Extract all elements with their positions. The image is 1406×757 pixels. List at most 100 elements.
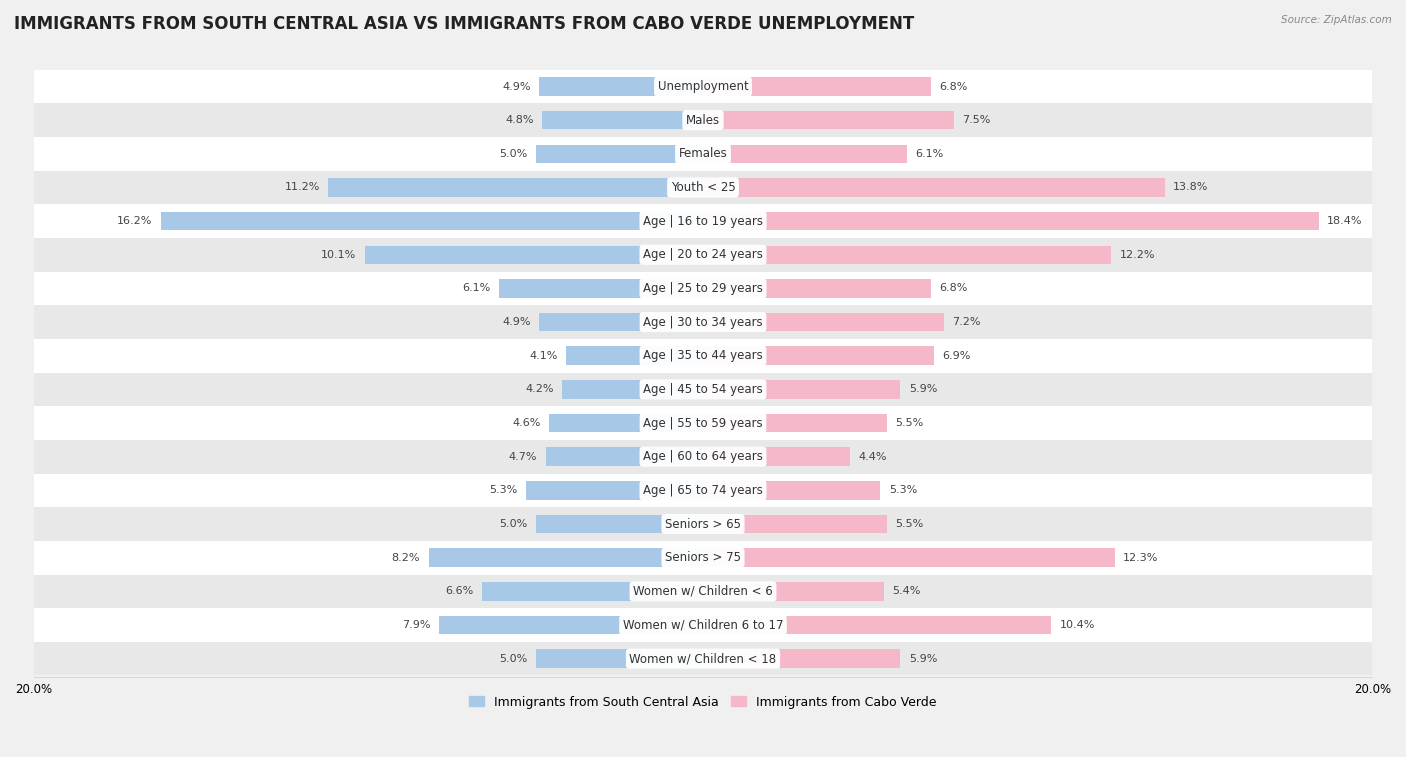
Bar <box>703 582 884 600</box>
Text: 4.9%: 4.9% <box>502 82 530 92</box>
Bar <box>429 548 703 567</box>
Text: 10.4%: 10.4% <box>1060 620 1095 630</box>
Text: 12.3%: 12.3% <box>1123 553 1159 562</box>
Bar <box>34 305 1372 339</box>
Bar <box>703 111 955 129</box>
Text: 5.3%: 5.3% <box>489 485 517 495</box>
Text: 5.4%: 5.4% <box>893 587 921 597</box>
Bar <box>34 507 1372 540</box>
Bar <box>703 447 851 466</box>
Bar <box>34 575 1372 608</box>
Bar <box>499 279 703 298</box>
Bar <box>562 380 703 399</box>
Text: Women w/ Children < 18: Women w/ Children < 18 <box>630 653 776 665</box>
Bar <box>703 313 943 332</box>
Bar <box>536 145 703 163</box>
Bar <box>703 548 1115 567</box>
Legend: Immigrants from South Central Asia, Immigrants from Cabo Verde: Immigrants from South Central Asia, Immi… <box>464 690 942 714</box>
Bar <box>34 540 1372 575</box>
Text: 5.9%: 5.9% <box>908 653 938 664</box>
Bar <box>366 245 703 264</box>
Text: 6.8%: 6.8% <box>939 283 967 294</box>
Bar <box>543 111 703 129</box>
Bar <box>526 481 703 500</box>
Text: 4.7%: 4.7% <box>509 452 537 462</box>
Text: 4.8%: 4.8% <box>506 115 534 125</box>
Text: Youth < 25: Youth < 25 <box>671 181 735 194</box>
Text: 7.9%: 7.9% <box>402 620 430 630</box>
Text: 4.6%: 4.6% <box>512 418 541 428</box>
Bar <box>328 178 703 197</box>
Bar <box>34 70 1372 103</box>
Bar <box>703 77 931 95</box>
Text: 5.5%: 5.5% <box>896 418 924 428</box>
Text: Age | 65 to 74 years: Age | 65 to 74 years <box>643 484 763 497</box>
Text: 10.1%: 10.1% <box>322 250 357 260</box>
Text: Women w/ Children < 6: Women w/ Children < 6 <box>633 585 773 598</box>
Bar <box>34 137 1372 170</box>
Text: 4.4%: 4.4% <box>859 452 887 462</box>
Text: Age | 45 to 54 years: Age | 45 to 54 years <box>643 383 763 396</box>
Text: 4.1%: 4.1% <box>529 350 557 361</box>
Text: 6.1%: 6.1% <box>915 149 943 159</box>
Text: Unemployment: Unemployment <box>658 80 748 93</box>
Bar <box>34 272 1372 305</box>
Text: 7.5%: 7.5% <box>963 115 991 125</box>
Text: 6.1%: 6.1% <box>463 283 491 294</box>
Bar <box>538 313 703 332</box>
Text: Females: Females <box>679 148 727 160</box>
Bar <box>34 372 1372 407</box>
Text: 5.0%: 5.0% <box>499 149 527 159</box>
Text: 12.2%: 12.2% <box>1119 250 1156 260</box>
Text: Age | 25 to 29 years: Age | 25 to 29 years <box>643 282 763 295</box>
Bar <box>34 407 1372 440</box>
Bar <box>34 642 1372 675</box>
Text: 4.9%: 4.9% <box>502 317 530 327</box>
Bar <box>536 515 703 533</box>
Bar <box>565 347 703 365</box>
Text: 11.2%: 11.2% <box>284 182 319 192</box>
Bar <box>34 608 1372 642</box>
Bar <box>538 77 703 95</box>
Bar <box>703 212 1319 230</box>
Text: IMMIGRANTS FROM SOUTH CENTRAL ASIA VS IMMIGRANTS FROM CABO VERDE UNEMPLOYMENT: IMMIGRANTS FROM SOUTH CENTRAL ASIA VS IM… <box>14 15 914 33</box>
Text: Source: ZipAtlas.com: Source: ZipAtlas.com <box>1281 15 1392 25</box>
Text: 5.5%: 5.5% <box>896 519 924 529</box>
Text: 6.6%: 6.6% <box>446 587 474 597</box>
Text: Males: Males <box>686 114 720 126</box>
Bar <box>34 339 1372 372</box>
Bar <box>703 145 907 163</box>
Bar <box>703 515 887 533</box>
Bar <box>34 204 1372 238</box>
Bar <box>703 279 931 298</box>
Bar <box>482 582 703 600</box>
Bar <box>703 347 934 365</box>
Bar <box>160 212 703 230</box>
Bar <box>703 481 880 500</box>
Text: 7.2%: 7.2% <box>952 317 981 327</box>
Text: Seniors > 75: Seniors > 75 <box>665 551 741 564</box>
Bar <box>34 103 1372 137</box>
Bar <box>703 380 900 399</box>
Bar <box>546 447 703 466</box>
Bar <box>34 238 1372 272</box>
Text: 16.2%: 16.2% <box>117 217 152 226</box>
Bar <box>703 650 900 668</box>
Text: Age | 16 to 19 years: Age | 16 to 19 years <box>643 215 763 228</box>
Text: 5.3%: 5.3% <box>889 485 917 495</box>
Bar <box>548 414 703 432</box>
Bar <box>34 440 1372 474</box>
Text: 8.2%: 8.2% <box>392 553 420 562</box>
Bar <box>536 650 703 668</box>
Text: 6.8%: 6.8% <box>939 82 967 92</box>
Text: Women w/ Children 6 to 17: Women w/ Children 6 to 17 <box>623 618 783 631</box>
Text: 13.8%: 13.8% <box>1173 182 1209 192</box>
Bar <box>703 414 887 432</box>
Text: 5.0%: 5.0% <box>499 519 527 529</box>
Text: Age | 35 to 44 years: Age | 35 to 44 years <box>643 349 763 363</box>
Text: Age | 30 to 34 years: Age | 30 to 34 years <box>643 316 763 329</box>
Bar <box>703 178 1166 197</box>
Text: 4.2%: 4.2% <box>526 385 554 394</box>
Text: 18.4%: 18.4% <box>1327 217 1362 226</box>
Text: Age | 55 to 59 years: Age | 55 to 59 years <box>643 416 763 429</box>
